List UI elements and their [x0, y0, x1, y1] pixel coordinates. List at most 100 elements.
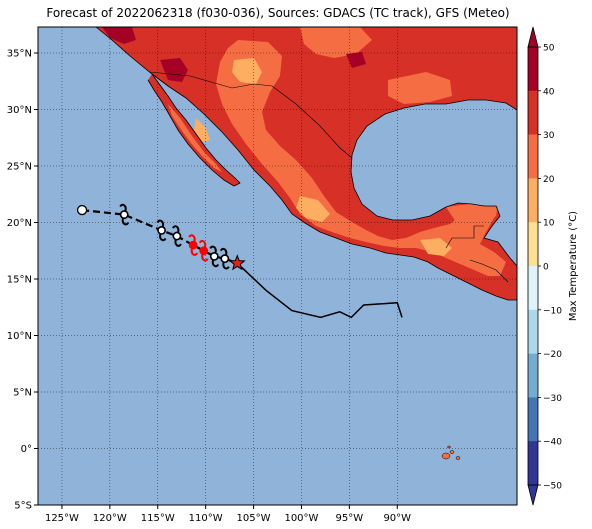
cyclone-eye	[220, 254, 230, 264]
cyclone-arm-upper	[119, 203, 127, 212]
lon-tick-label: 125°W	[45, 513, 79, 524]
colorbar-tick-label: 30	[543, 131, 555, 141]
coastlines	[95, 27, 517, 301]
cyclone-arm-upper	[219, 247, 228, 256]
galapagos-islands	[441, 445, 461, 460]
land-hot-sonora	[160, 58, 188, 82]
cyclone-arm-lower	[190, 247, 199, 256]
colorbar-tick-label: −50	[543, 482, 562, 492]
cyclone-arm-lower	[174, 238, 182, 247]
land-us-orange	[300, 27, 372, 58]
land-mild-north	[232, 58, 262, 84]
land-hot-texas	[346, 52, 366, 68]
hurricane-symbol-icon	[198, 239, 209, 262]
longitude-axis: 125°W 120°W 115°W 110°W 105°W 100°W 95°W 90°W	[45, 505, 411, 524]
coastline-gulf	[350, 99, 517, 267]
colorbar-segment	[528, 309, 538, 354]
colorbar-segment	[528, 178, 538, 223]
lat-tick-label: 10°N	[7, 331, 32, 342]
land-baja-orange	[168, 104, 222, 172]
colorbar-segment	[528, 47, 538, 92]
country-borders	[149, 71, 509, 283]
land-baja-peninsula	[148, 74, 240, 186]
galapagos-island	[455, 456, 461, 460]
land-yucatan-orange	[446, 204, 498, 226]
lat-tick-label: 35°N	[7, 48, 32, 59]
colorbar-segment	[528, 441, 538, 486]
border-us-mexico	[149, 71, 353, 159]
cyclone-eye	[157, 226, 166, 235]
lon-tick-label: 115°W	[141, 513, 175, 524]
land-mild-center	[296, 196, 330, 222]
tropical-storm-symbol-icon	[209, 245, 220, 268]
colorbar-tick-label: 0	[543, 263, 549, 273]
lon-tick-label: 105°W	[237, 513, 271, 524]
low-pressure-marker	[76, 204, 88, 216]
colorbar-label: Max Temperature (°C)	[568, 211, 579, 321]
cyclone-eye	[209, 251, 219, 261]
land-hot-northwest	[102, 27, 136, 44]
colorbar-tick-label: 20	[543, 175, 555, 185]
gridlines	[38, 27, 517, 505]
colorbar-extend-bottom	[527, 484, 539, 506]
cyclone-eye	[188, 240, 198, 250]
lon-tick-label: 120°W	[93, 513, 127, 524]
galapagos-island	[441, 452, 451, 460]
cyclone-eye	[199, 246, 209, 256]
colorbar-tick-label: −10	[543, 306, 562, 316]
colorbar-tick-label: 40	[543, 87, 555, 97]
lat-tick-label: 25°N	[7, 161, 32, 172]
map-frame	[37, 26, 518, 506]
colorbar-segment	[528, 397, 538, 442]
land-mild-areas	[194, 58, 452, 256]
colorbar-tick-label: 10	[543, 219, 555, 229]
lon-tick-label: 90°W	[383, 513, 411, 524]
lon-tick-label: 110°W	[189, 513, 223, 524]
coastline-mainland	[95, 27, 517, 301]
lat-tick-label: 30°N	[7, 105, 32, 116]
latitude-axis: 35°N 30°N 25°N 20°N 15°N 10°N 5°N 0° 5°S	[7, 48, 38, 512]
colorbar-tick-label: −40	[543, 438, 562, 448]
lon-tick-label: 100°W	[284, 513, 318, 524]
colorbar: 50 40 30 20 10 0 −10 −20 −30 −40 −50	[527, 26, 562, 506]
cyclone-arm-lower	[201, 253, 209, 262]
past-track-line	[236, 262, 403, 319]
cyclone-arm-upper	[198, 239, 207, 249]
current-position-star-icon	[228, 254, 246, 271]
cyclone-arm-upper	[188, 234, 196, 243]
colorbar-tick-label: −20	[543, 350, 562, 360]
cyclone-arm-upper	[172, 225, 180, 234]
galapagos-island	[449, 450, 455, 454]
border-central-america	[469, 259, 509, 283]
map-area	[38, 27, 517, 505]
lat-tick-label: 5°N	[13, 387, 32, 398]
tropical-storm-symbol-icon	[156, 219, 167, 242]
map-title: Forecast of 2022062318 (f030-036), Sourc…	[46, 6, 510, 20]
lon-tick-label: 95°W	[336, 513, 364, 524]
colorbar-extend-top	[527, 26, 539, 48]
hurricane-symbol-icon	[188, 234, 199, 256]
colorbar-segment	[528, 266, 538, 311]
land-east-orange	[388, 72, 452, 104]
coastline-baja	[147, 73, 241, 187]
cyclone-arm-lower	[211, 259, 220, 268]
cyclone-arm-lower	[222, 261, 230, 270]
track-markers	[76, 203, 246, 271]
cyclone-arm-lower	[121, 217, 130, 226]
land-hottest-areas	[102, 27, 366, 82]
cyclone-eye	[119, 210, 129, 219]
land-mild-south	[420, 238, 452, 256]
colorbar-tick-label: 50	[543, 44, 555, 54]
tropical-storm-symbol-icon	[172, 225, 182, 247]
land-mild-baja	[194, 118, 210, 142]
colorbar-segment	[528, 222, 538, 267]
lat-tick-label: 15°N	[7, 274, 32, 285]
colorbar-tick-label: −30	[543, 394, 562, 404]
cyclone-arm-lower	[159, 233, 167, 242]
border-mexico-guatemala	[445, 225, 484, 249]
cyclone-arm-upper	[209, 245, 217, 254]
colorbar-segment	[528, 353, 538, 398]
colorbar-segment	[528, 90, 538, 135]
galapagos-island	[447, 445, 451, 449]
